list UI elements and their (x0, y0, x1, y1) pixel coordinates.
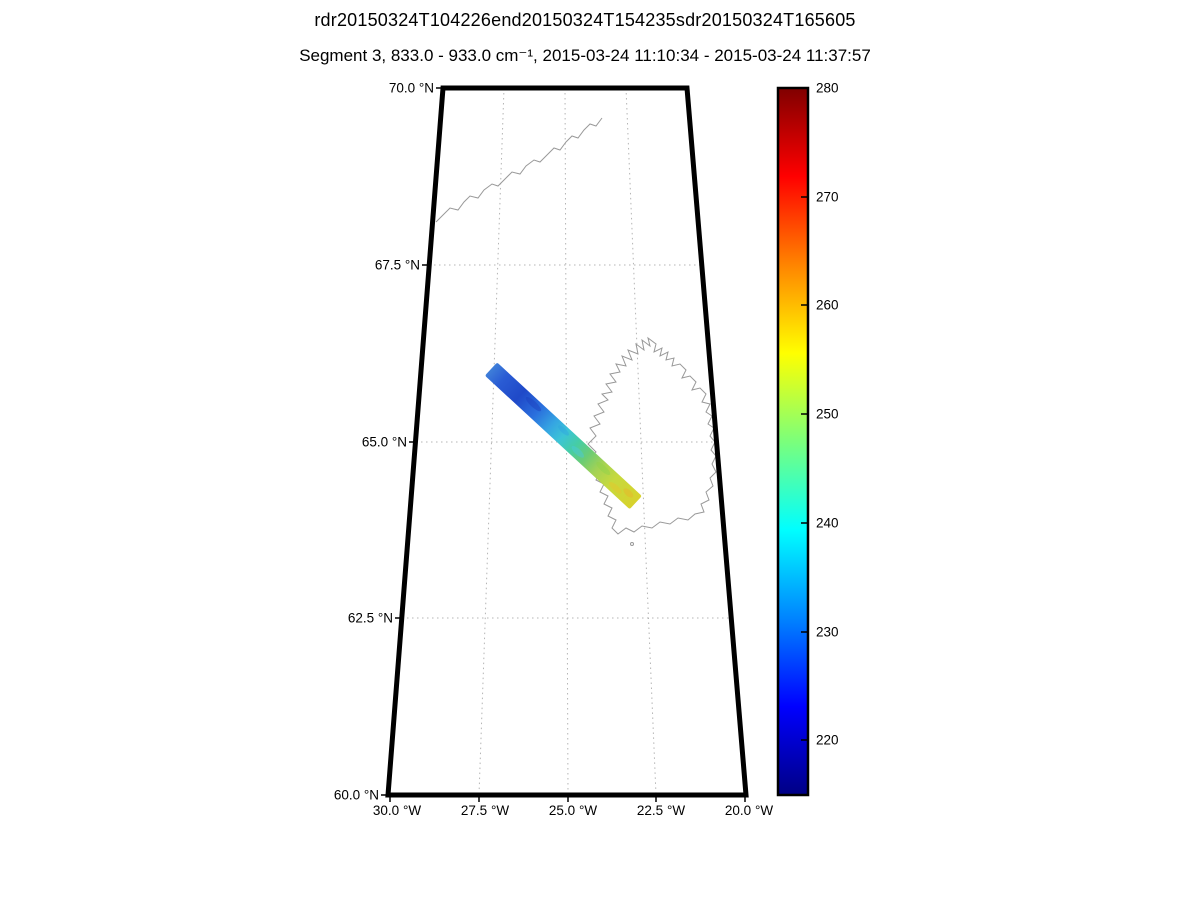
colorbar-gradient (776, 86, 810, 797)
plot-title: rdr20150324T104226end20150324T154235sdr2… (314, 10, 856, 30)
lon-tick-label: 27.5 °W (460, 803, 510, 818)
colorbar (776, 86, 810, 797)
greenland-coastline (435, 117, 603, 223)
lat-tick-label: 62.5 °N (347, 610, 393, 626)
swath-mottling (525, 396, 634, 498)
colorbar-tick-label: 270 (816, 189, 839, 205)
satellite-swath (485, 363, 642, 509)
lon-tick-label: 25.0 °W (548, 803, 598, 818)
colorbar-tick-label: 250 (816, 406, 839, 422)
lat-tick-label: 70.0 °N (388, 80, 434, 96)
colorbar-tick-label: 240 (816, 515, 839, 531)
swath-stripe (485, 363, 642, 509)
lon-tick-label: 20.0 °W (724, 803, 774, 818)
lat-tick-label: 67.5 °N (374, 257, 420, 273)
offshore-island (630, 542, 634, 546)
plot-subtitle: Segment 3, 833.0 - 933.0 cm⁻¹, 2015-03-2… (299, 46, 871, 65)
lat-tick-label: 60.0 °N (333, 787, 379, 803)
lon-tick-label: 30.0 °W (372, 803, 422, 818)
colorbar-tick-label: 260 (816, 297, 839, 313)
colorbar-tick-label: 280 (816, 80, 839, 96)
lat-tick-label: 65.0 °N (361, 434, 407, 450)
colorbar-ticks (801, 87, 808, 741)
lon-tick-label: 22.5 °W (636, 803, 686, 818)
axis-ticks (381, 87, 746, 802)
colorbar-tick-label: 230 (816, 624, 839, 640)
map-frame (385, 85, 749, 798)
colorbar-tick-label: 220 (816, 732, 839, 748)
iceland-coastline (587, 336, 717, 535)
coastlines (435, 117, 717, 546)
